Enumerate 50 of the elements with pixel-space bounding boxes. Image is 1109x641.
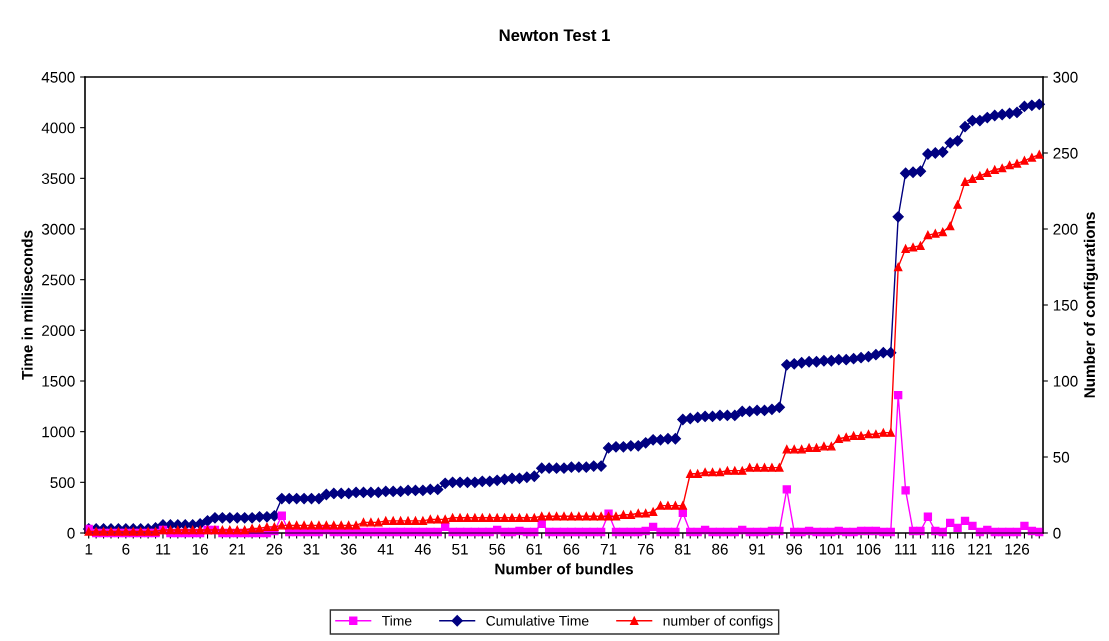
x-tick-label: 11 bbox=[156, 543, 171, 555]
y-tick-label: 3500 bbox=[41, 173, 75, 185]
x-tick-label: 111 bbox=[895, 543, 917, 555]
x-tick-label: 51 bbox=[452, 543, 468, 555]
y2-tick-label: 0 bbox=[1053, 527, 1061, 539]
x-tick-label: 31 bbox=[303, 543, 320, 555]
x-tick-label: 66 bbox=[563, 543, 580, 555]
y2-tick-label: 100 bbox=[1053, 375, 1078, 387]
x-tick-label: 81 bbox=[674, 543, 691, 555]
x-tick-label: 116 bbox=[931, 543, 955, 555]
x-tick-label: 21 bbox=[229, 543, 245, 555]
x-tick-label: 71 bbox=[600, 543, 617, 555]
y2-tick-label: 200 bbox=[1053, 223, 1078, 235]
x-tick-label: 121 bbox=[968, 543, 992, 555]
y-tick-label: 500 bbox=[50, 477, 75, 489]
chart-title: Newton Test 1 bbox=[499, 29, 610, 42]
x-tick-label: 56 bbox=[489, 543, 505, 555]
y-tick-label: 2000 bbox=[42, 325, 75, 337]
x-tick-label: 6 bbox=[122, 543, 130, 555]
x-tick-label: 41 bbox=[377, 543, 394, 555]
y-tick-label: 1500 bbox=[42, 375, 75, 387]
x-tick-label: 86 bbox=[712, 543, 728, 555]
y2-tick-label: 300 bbox=[1053, 71, 1078, 83]
x-tick-label: 16 bbox=[192, 543, 208, 555]
x-tick-label: 61 bbox=[526, 543, 543, 555]
legend-label: Time bbox=[382, 615, 412, 626]
legend-label: Cumulative Time bbox=[486, 615, 589, 626]
y-tick-label: 4500 bbox=[41, 71, 75, 83]
y2-tick-label: 50 bbox=[1053, 451, 1070, 463]
x-tick-label: 96 bbox=[786, 543, 803, 555]
y-tick-label: 1000 bbox=[42, 426, 75, 438]
x-axis-title: Number of bundles bbox=[495, 563, 633, 575]
x-tick-label: 126 bbox=[1005, 543, 1030, 555]
y2-tick-label: 150 bbox=[1053, 299, 1078, 311]
x-tick-label: 106 bbox=[856, 543, 881, 555]
x-tick-label: 101 bbox=[819, 543, 844, 555]
x-tick-label: 26 bbox=[266, 543, 283, 555]
x-tick-label: 91 bbox=[749, 543, 765, 555]
x-tick-label: 1 bbox=[85, 543, 93, 555]
y2-tick-label: 250 bbox=[1053, 147, 1078, 159]
legend-label: number of configs bbox=[663, 615, 773, 629]
y-tick-label: 4000 bbox=[41, 122, 75, 134]
x-tick-label: 46 bbox=[414, 543, 431, 555]
x-tick-label: 76 bbox=[637, 543, 654, 555]
y2-axis-title: Number of configurations bbox=[1083, 212, 1099, 398]
x-tick-label: 36 bbox=[340, 543, 357, 555]
y-tick-label: 0 bbox=[67, 527, 75, 539]
y-tick-label: 2500 bbox=[42, 274, 75, 286]
y-axis-title: Time in milliseconds bbox=[21, 230, 33, 380]
y-tick-label: 3000 bbox=[41, 223, 75, 235]
